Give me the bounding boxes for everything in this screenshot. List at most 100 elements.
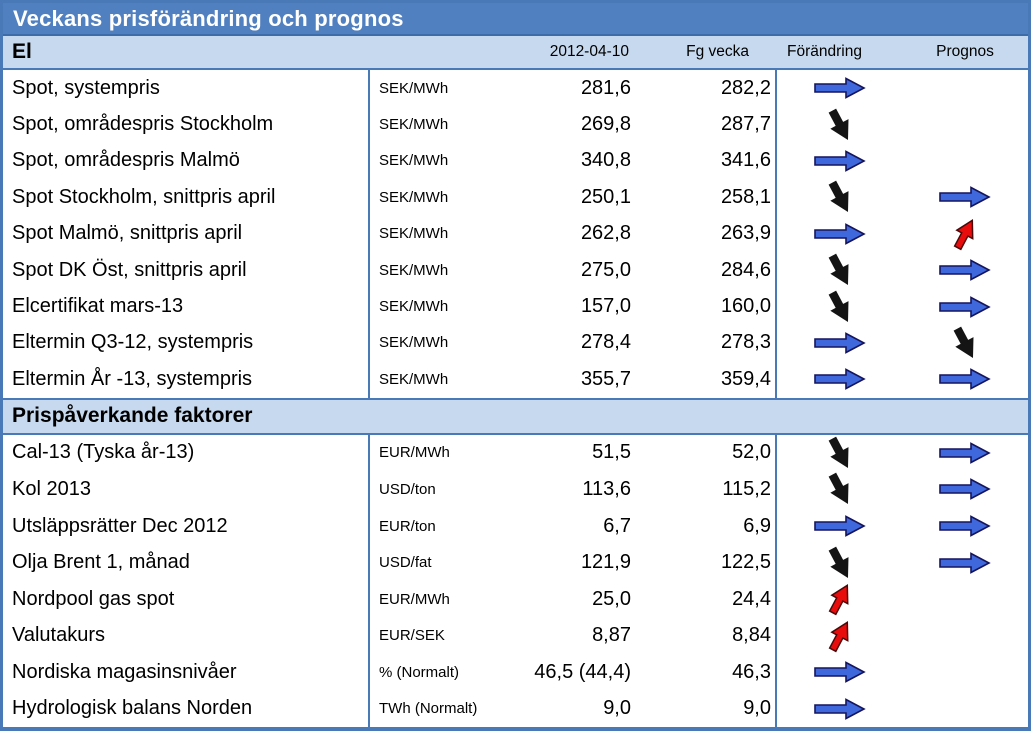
column-divider: [775, 179, 777, 216]
row-current-value: 51,5: [592, 441, 631, 464]
row-label: Spot Stockholm, snittpris april: [12, 185, 276, 208]
row-prev-week-value: 24,4: [732, 587, 771, 610]
row-prev-week-value: 287,7: [720, 113, 771, 136]
column-divider: [368, 617, 370, 655]
column-divider: [775, 434, 777, 472]
change-arrow-cell: [777, 325, 902, 361]
column-divider: [368, 179, 370, 216]
right-arrow-icon: [939, 368, 991, 391]
table-row: Cal-13 (Tyska år-13) EUR/MWh 51,5 52,0: [3, 434, 1028, 472]
table-title: Veckans prisförändring och prognos: [13, 5, 404, 31]
change-arrow-cell: [777, 691, 902, 727]
right-arrow-icon: [813, 332, 866, 354]
column-divider: [368, 142, 370, 180]
forecast-arrow-cell: [902, 252, 1028, 288]
column-divider: [368, 288, 370, 325]
column-divider: [775, 215, 777, 252]
change-arrow-cell: [777, 106, 902, 142]
row-label: Nordpool gas spot: [12, 587, 175, 610]
forecast-arrow-cell: [902, 179, 1028, 215]
row-unit: EUR/MWh: [379, 590, 450, 608]
down-arrow-icon: [828, 436, 848, 468]
change-arrow-cell: [777, 252, 902, 288]
column-divider: [775, 507, 777, 545]
column-divider: [368, 434, 370, 472]
table-row: Spot, systempris SEK/MWh 281,6 282,2: [3, 70, 1028, 107]
right-arrow-icon: [939, 478, 991, 501]
column-divider: [368, 361, 370, 398]
row-prev-week-value: 160,0: [720, 295, 771, 318]
table-row: Valutakurs EUR/SEK 8,87 8,84: [3, 617, 1028, 655]
change-arrow-cell: [777, 216, 902, 252]
row-prev-week-value: 122,5: [720, 551, 771, 574]
row-label: Spot, områdespris Stockholm: [12, 113, 274, 136]
forecast-arrow-cell: [902, 143, 1028, 179]
row-prev-week-value: 46,3: [732, 660, 771, 683]
row-current-value: 355,7: [580, 367, 631, 390]
column-divider: [368, 690, 370, 727]
table-row: Eltermin År -13, systempris SEK/MWh 355,7 3…: [3, 361, 1028, 398]
row-current-value: 340,8: [580, 149, 631, 172]
row-current-value: 269,8: [580, 113, 631, 136]
column-divider: [368, 215, 370, 252]
row-prev-week-value: 284,6: [720, 258, 771, 281]
row-current-value: 8,87: [592, 624, 631, 647]
section-el-header-band: El 2012-04-10 Fg vecka Förändring Progno…: [3, 36, 1028, 70]
column-divider: [775, 580, 777, 618]
row-unit: SEK/MWh: [379, 152, 449, 170]
row-label: Spot DK Öst, snittpris april: [12, 258, 247, 281]
down-arrow-icon: [828, 473, 848, 505]
right-arrow-icon: [813, 150, 866, 172]
forecast-arrow-cell: [902, 288, 1028, 324]
row-unit: EUR/MWh: [379, 444, 450, 462]
row-current-value: 46,5 (44,4): [534, 660, 631, 683]
row-current-value: 250,1: [580, 185, 631, 208]
forecast-arrow-cell: [902, 435, 1028, 472]
table-row: Nordiska magasinsnivåer % (Normalt) 46,5 (…: [3, 654, 1028, 691]
row-unit: SEK/MWh: [379, 261, 449, 279]
column-divider: [368, 654, 370, 691]
column-divider: [368, 580, 370, 618]
forecast-arrow-cell: [902, 216, 1028, 252]
row-unit: SEK/MWh: [379, 188, 449, 206]
row-prev-week-value: 8,84: [732, 624, 771, 647]
table-row: Elcertifikat mars-13 SEK/MWh 157,0 160,0: [3, 288, 1028, 325]
row-unit: SEK/MWh: [379, 116, 449, 134]
row-label: Cal-13 (Tyska år-13): [12, 441, 195, 464]
table-row: Olja Brent 1, månad USD/fat 121,9 122,5: [3, 544, 1028, 581]
forecast-arrow-cell: [902, 654, 1028, 691]
right-arrow-icon: [939, 259, 991, 281]
down-arrow-icon: [828, 108, 848, 140]
row-prev-week-value: 341,6: [720, 149, 771, 172]
change-arrow-cell: [777, 581, 902, 618]
row-unit: SEK/MWh: [379, 79, 449, 97]
column-header-prev-week: Fg vecka: [686, 43, 749, 60]
section-label-el: El: [12, 40, 32, 63]
right-arrow-icon: [813, 698, 866, 720]
up-arrow-icon: [828, 620, 848, 653]
column-divider: [368, 544, 370, 581]
column-divider: [368, 70, 370, 107]
change-arrow-cell: [777, 435, 902, 472]
right-arrow-icon: [813, 661, 866, 684]
row-unit: % (Normalt): [379, 663, 460, 681]
row-unit: EUR/ton: [379, 517, 436, 535]
row-label: Eltermin År -13, systempris: [12, 367, 253, 390]
row-unit: SEK/MWh: [379, 225, 449, 243]
row-current-value: 275,0: [580, 258, 631, 281]
table-title-bar: Veckans prisförändring och prognos: [3, 3, 1028, 36]
forecast-arrow-cell: [902, 691, 1028, 727]
row-unit: EUR/SEK: [379, 627, 445, 645]
right-arrow-icon: [813, 77, 866, 100]
change-arrow-cell: [777, 654, 902, 691]
change-arrow-cell: [777, 617, 902, 654]
column-header-change: Förändring: [787, 43, 862, 60]
row-unit: SEK/MWh: [379, 334, 449, 352]
section-factors-rows: Cal-13 (Tyska år-13) EUR/MWh 51,5 52,0 Kol 2…: [3, 434, 1028, 727]
column-divider: [775, 288, 777, 325]
forecast-arrow-cell: [902, 544, 1028, 581]
column-divider: [775, 544, 777, 581]
table-row: Spot Malmö, snittpris april SEK/MWh 262,8 2…: [3, 215, 1028, 252]
change-arrow-cell: [777, 361, 902, 397]
row-current-value: 121,9: [580, 551, 631, 574]
